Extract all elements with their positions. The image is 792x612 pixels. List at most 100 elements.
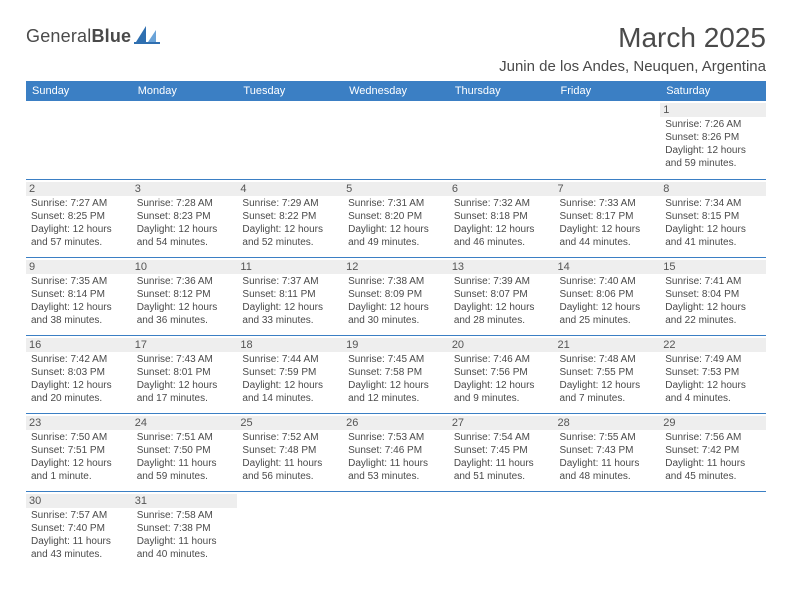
day1-text: Daylight: 12 hours — [454, 379, 550, 392]
day1-text: Daylight: 12 hours — [348, 223, 444, 236]
calendar-cell: 11Sunrise: 7:37 AMSunset: 8:11 PMDayligh… — [237, 257, 343, 335]
calendar-row: 30Sunrise: 7:57 AMSunset: 7:40 PMDayligh… — [26, 491, 766, 569]
calendar-cell: 31Sunrise: 7:58 AMSunset: 7:38 PMDayligh… — [132, 491, 238, 569]
day2-text: and 1 minute. — [31, 470, 127, 483]
sunrise-text: Sunrise: 7:28 AM — [137, 197, 233, 210]
day1-text: Daylight: 12 hours — [560, 301, 656, 314]
sunrise-text: Sunrise: 7:35 AM — [31, 275, 127, 288]
sunrise-text: Sunrise: 7:41 AM — [665, 275, 761, 288]
sunset-text: Sunset: 8:15 PM — [665, 210, 761, 223]
brand-logo: GeneralBlue — [26, 24, 160, 49]
sunset-text: Sunset: 7:53 PM — [665, 366, 761, 379]
day1-text: Daylight: 12 hours — [137, 301, 233, 314]
day1-text: Daylight: 11 hours — [454, 457, 550, 470]
weekday-header: Saturday — [660, 81, 766, 101]
calendar-cell — [555, 491, 661, 569]
day-number: 1 — [660, 103, 766, 117]
weekday-header: Thursday — [449, 81, 555, 101]
weekday-header: Tuesday — [237, 81, 343, 101]
day1-text: Daylight: 12 hours — [560, 379, 656, 392]
calendar-cell: 15Sunrise: 7:41 AMSunset: 8:04 PMDayligh… — [660, 257, 766, 335]
day-number: 15 — [660, 260, 766, 274]
day-number: 2 — [26, 182, 132, 196]
calendar-cell: 22Sunrise: 7:49 AMSunset: 7:53 PMDayligh… — [660, 335, 766, 413]
day2-text: and 43 minutes. — [31, 548, 127, 561]
day1-text: Daylight: 12 hours — [560, 223, 656, 236]
calendar-body: 1Sunrise: 7:26 AMSunset: 8:26 PMDaylight… — [26, 101, 766, 569]
sunrise-text: Sunrise: 7:49 AM — [665, 353, 761, 366]
sunrise-text: Sunrise: 7:37 AM — [242, 275, 338, 288]
sunrise-text: Sunrise: 7:52 AM — [242, 431, 338, 444]
day-number: 22 — [660, 338, 766, 352]
day1-text: Daylight: 11 hours — [137, 457, 233, 470]
calendar-cell — [237, 101, 343, 179]
sunset-text: Sunset: 7:50 PM — [137, 444, 233, 457]
sunset-text: Sunset: 7:38 PM — [137, 522, 233, 535]
day-number: 4 — [237, 182, 343, 196]
sunrise-text: Sunrise: 7:53 AM — [348, 431, 444, 444]
day2-text: and 49 minutes. — [348, 236, 444, 249]
calendar-cell: 5Sunrise: 7:31 AMSunset: 8:20 PMDaylight… — [343, 179, 449, 257]
sunset-text: Sunset: 7:46 PM — [348, 444, 444, 457]
day-number: 6 — [449, 182, 555, 196]
calendar-cell: 24Sunrise: 7:51 AMSunset: 7:50 PMDayligh… — [132, 413, 238, 491]
sunrise-text: Sunrise: 7:36 AM — [137, 275, 233, 288]
sunrise-text: Sunrise: 7:57 AM — [31, 509, 127, 522]
day2-text: and 20 minutes. — [31, 392, 127, 405]
brand-part1: General — [26, 26, 91, 46]
day-number: 17 — [132, 338, 238, 352]
sunset-text: Sunset: 7:48 PM — [242, 444, 338, 457]
sunrise-text: Sunrise: 7:34 AM — [665, 197, 761, 210]
sunset-text: Sunset: 7:56 PM — [454, 366, 550, 379]
sunrise-text: Sunrise: 7:31 AM — [348, 197, 444, 210]
calendar-cell: 20Sunrise: 7:46 AMSunset: 7:56 PMDayligh… — [449, 335, 555, 413]
day1-text: Daylight: 11 hours — [31, 535, 127, 548]
calendar-cell: 8Sunrise: 7:34 AMSunset: 8:15 PMDaylight… — [660, 179, 766, 257]
day-number: 13 — [449, 260, 555, 274]
calendar-cell: 3Sunrise: 7:28 AMSunset: 8:23 PMDaylight… — [132, 179, 238, 257]
day-number: 8 — [660, 182, 766, 196]
day1-text: Daylight: 11 hours — [665, 457, 761, 470]
day-number: 10 — [132, 260, 238, 274]
day1-text: Daylight: 11 hours — [242, 457, 338, 470]
sunrise-text: Sunrise: 7:50 AM — [31, 431, 127, 444]
sunset-text: Sunset: 8:20 PM — [348, 210, 444, 223]
sunset-text: Sunset: 8:04 PM — [665, 288, 761, 301]
day2-text: and 30 minutes. — [348, 314, 444, 327]
day1-text: Daylight: 12 hours — [665, 301, 761, 314]
day-number: 18 — [237, 338, 343, 352]
calendar-cell: 16Sunrise: 7:42 AMSunset: 8:03 PMDayligh… — [26, 335, 132, 413]
weekday-header: Friday — [555, 81, 661, 101]
day1-text: Daylight: 12 hours — [137, 379, 233, 392]
day-number: 14 — [555, 260, 661, 274]
sunset-text: Sunset: 7:45 PM — [454, 444, 550, 457]
day2-text: and 28 minutes. — [454, 314, 550, 327]
day1-text: Daylight: 12 hours — [242, 379, 338, 392]
sunset-text: Sunset: 8:14 PM — [31, 288, 127, 301]
day-number: 12 — [343, 260, 449, 274]
sunset-text: Sunset: 8:03 PM — [31, 366, 127, 379]
weekday-row: Sunday Monday Tuesday Wednesday Thursday… — [26, 81, 766, 101]
sunrise-text: Sunrise: 7:27 AM — [31, 197, 127, 210]
day1-text: Daylight: 12 hours — [242, 301, 338, 314]
sunset-text: Sunset: 8:07 PM — [454, 288, 550, 301]
day-number: 20 — [449, 338, 555, 352]
day2-text: and 57 minutes. — [31, 236, 127, 249]
day-number: 28 — [555, 416, 661, 430]
day2-text: and 59 minutes. — [137, 470, 233, 483]
sunset-text: Sunset: 8:17 PM — [560, 210, 656, 223]
calendar-table: Sunday Monday Tuesday Wednesday Thursday… — [26, 81, 766, 569]
page-header: GeneralBlue March 2025 Junin de los Ande… — [26, 22, 766, 75]
calendar-cell: 18Sunrise: 7:44 AMSunset: 7:59 PMDayligh… — [237, 335, 343, 413]
day1-text: Daylight: 12 hours — [31, 457, 127, 470]
sunrise-text: Sunrise: 7:46 AM — [454, 353, 550, 366]
sunset-text: Sunset: 8:23 PM — [137, 210, 233, 223]
day-number: 27 — [449, 416, 555, 430]
day2-text: and 53 minutes. — [348, 470, 444, 483]
calendar-cell — [449, 491, 555, 569]
day1-text: Daylight: 12 hours — [31, 379, 127, 392]
day2-text: and 9 minutes. — [454, 392, 550, 405]
brand-text: GeneralBlue — [26, 26, 131, 47]
day-number: 23 — [26, 416, 132, 430]
sunrise-text: Sunrise: 7:43 AM — [137, 353, 233, 366]
